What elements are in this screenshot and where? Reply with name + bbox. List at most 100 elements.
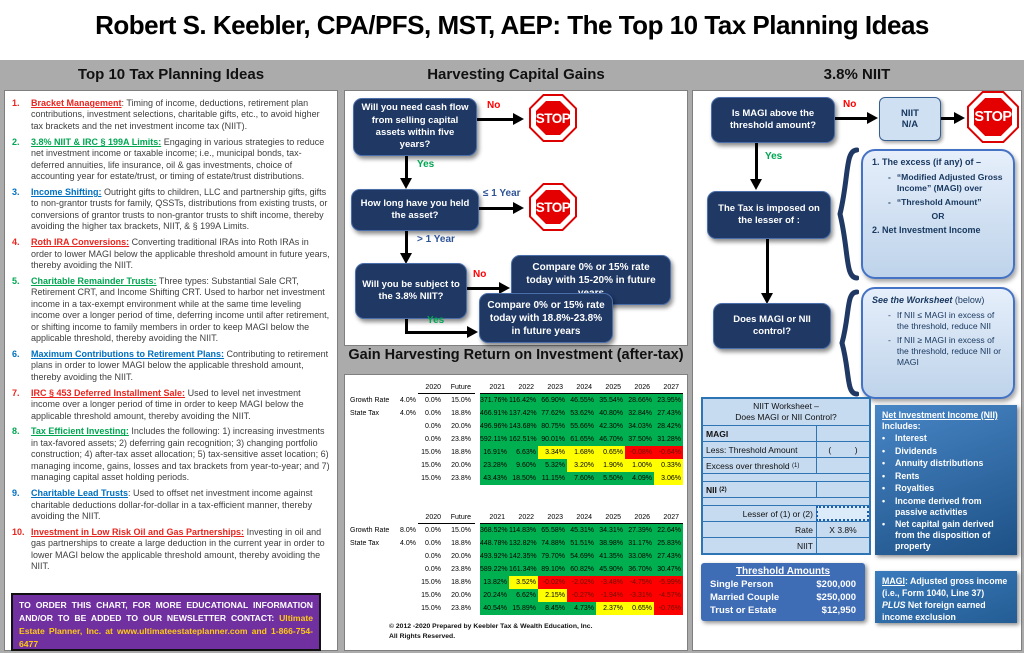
stop-text: STOP [535, 199, 571, 215]
return-cell: 51.51% [567, 537, 596, 550]
nii-includes-label: Includes: [882, 420, 921, 431]
return-cell: 31.17% [625, 537, 654, 550]
nii-bullet-list: • Interest • Dividends • Annuity distribution… [882, 433, 1010, 552]
return-cell: 23.28% [480, 459, 509, 472]
col-header: Future [445, 511, 475, 524]
bullet-icon: • [882, 483, 886, 494]
yes-label: Yes [417, 159, 435, 170]
return-cell: 22.64% [654, 524, 683, 537]
return-cell: 0.65% [596, 446, 625, 459]
return-cell: -0.76% [654, 602, 683, 615]
worksheet-row: Lesser of (1) or (2) [703, 506, 869, 523]
current-tax-cell: 0.0% [425, 540, 441, 547]
col-header: 2023 [538, 381, 567, 394]
return-cell: 1.00% [625, 459, 654, 472]
stop-sign: STOP [529, 94, 577, 142]
gain-table-1: 2020 Future 2021 2022 2023 2024 2025 2026 2027 Gr… [348, 381, 683, 485]
idea-body: Engaging in various strategies to reduce… [31, 136, 325, 182]
bullet-icon: • [882, 433, 886, 444]
gain-table-panel: 2020 Future 2021 2022 2023 2024 2025 2026 2027 Gr… [344, 374, 688, 651]
row-label [348, 446, 418, 459]
idea-body: Investing in oil and gas partnerships to… [31, 526, 325, 572]
idea-number: 1. [12, 98, 20, 108]
return-cell: -1.94% [596, 589, 625, 602]
worksheet-row: NII (2) [703, 482, 869, 499]
return-cell: 8.45% [538, 602, 567, 615]
planning-idea: 5. Charitable Remainder Trusts: Three typ… [11, 276, 331, 345]
idea-number: 4. [12, 237, 20, 248]
future-tax-cell: 23.8% [451, 605, 471, 612]
return-cell: -5.99% [654, 576, 683, 589]
niit-na-box: NIIT N/A [879, 97, 941, 141]
idea-heading: Income Shifting: [31, 186, 102, 197]
return-cell: 2.15% [538, 589, 567, 602]
gain-table-title: Gain Harvesting Return on Investment (af… [348, 347, 684, 363]
return-cell: -3.31% [625, 589, 654, 602]
middle-column-header: Harvesting Capital Gains [427, 66, 605, 83]
contact-link-text[interactable]: Ultimate Estate Planner, Inc. at www.ult… [19, 612, 313, 649]
return-cell: 162.51% [509, 433, 538, 446]
return-cell: 65.58% [538, 524, 567, 537]
return-cell: 61.65% [567, 433, 596, 446]
bullet-icon: • [882, 470, 886, 481]
return-cell: 43.43% [480, 472, 509, 485]
question-cashflow-box: Will you need cash flow from selling cap… [353, 98, 477, 156]
planning-idea: 4. Roth IRA Conversions: Converting tradi… [11, 237, 331, 271]
return-cell: 74.88% [538, 537, 567, 550]
nii-includes-box: Net Investment Income (NII) Includes: • I… [875, 405, 1017, 555]
future-tax-cell: 18.8% [451, 540, 471, 547]
return-cell: 137.42% [509, 407, 538, 420]
nii-bullet: • Rents [882, 470, 920, 481]
excess-heading: 1. The excess (if any) of – [872, 157, 982, 167]
return-cell: 28.42% [654, 420, 683, 433]
return-cell: 368.52% [480, 524, 509, 537]
col-header: 2027 [654, 381, 683, 394]
future-tax-cell: 15.0% [451, 397, 471, 404]
connector-line [405, 319, 408, 334]
nii-bullet: • Interest [882, 433, 927, 444]
return-cell: 4.09% [625, 472, 654, 485]
future-tax-cell: 23.8% [451, 566, 471, 573]
contact-banner: TO ORDER THIS CHART, FOR MORE EDUCATIONA… [11, 593, 321, 651]
return-cell: 45.90% [596, 563, 625, 576]
idea-body: Contributing to retirement plans in orde… [31, 348, 329, 382]
return-cell: 3.06% [654, 472, 683, 485]
col-header: 2022 [509, 381, 538, 394]
return-cell: 161.34% [509, 563, 538, 576]
worksheet-value-cell: ( ) [816, 442, 869, 458]
idea-number: 10. [12, 526, 25, 537]
future-tax-cell: 23.8% [451, 475, 471, 482]
stop-sign: STOP [967, 91, 1019, 143]
return-cell: 2.37% [596, 602, 625, 615]
worksheet-row: Rate X 3.8% [703, 522, 869, 539]
row-label [348, 589, 418, 602]
future-tax-cell: 18.8% [451, 410, 471, 417]
row-label [348, 433, 418, 446]
niit-worksheet: NIIT Worksheet – Does MAGI or NII Contro… [701, 397, 871, 556]
gain-table-2: 2020 Future 2021 2022 2023 2024 2025 2026 2027 Gr… [348, 511, 683, 615]
nii-bullet: • Dividends [882, 445, 938, 456]
return-cell: 28.66% [625, 394, 654, 407]
idea-number: 9. [12, 488, 20, 499]
idea-body: Three types: Substantial Sale CRT, Retir… [31, 275, 330, 344]
return-cell: 371.76% [480, 394, 509, 407]
current-tax-cell: 0.0% [425, 397, 441, 404]
nii-heading: 2. Net Investment Income [872, 225, 981, 236]
worksheet-rows: MAGI Less: Threshold Amount( ) Excess over… [703, 426, 869, 554]
arrow-head [750, 179, 762, 190]
connector-line [405, 156, 408, 180]
return-cell: 42.30% [596, 420, 625, 433]
worksheet-value-cell [816, 506, 869, 522]
return-cell: -0.02% [538, 576, 567, 589]
row-label [348, 602, 418, 615]
worksheet-note-bullet: - If NII ≤ MAGI in excess of the threshol… [888, 309, 995, 331]
idea-body: Converting traditional IRAs into Roth IR… [31, 237, 330, 270]
row-label [348, 420, 418, 433]
worksheet-title: NIIT Worksheet – Does MAGI or NII Contro… [703, 399, 869, 427]
col-header: 2021 [480, 511, 509, 524]
dash-icon: - [888, 335, 891, 346]
connector-line [467, 287, 503, 290]
arrow-head [513, 113, 524, 125]
col-header: 2026 [625, 381, 654, 394]
bullet-icon: • [882, 519, 886, 530]
